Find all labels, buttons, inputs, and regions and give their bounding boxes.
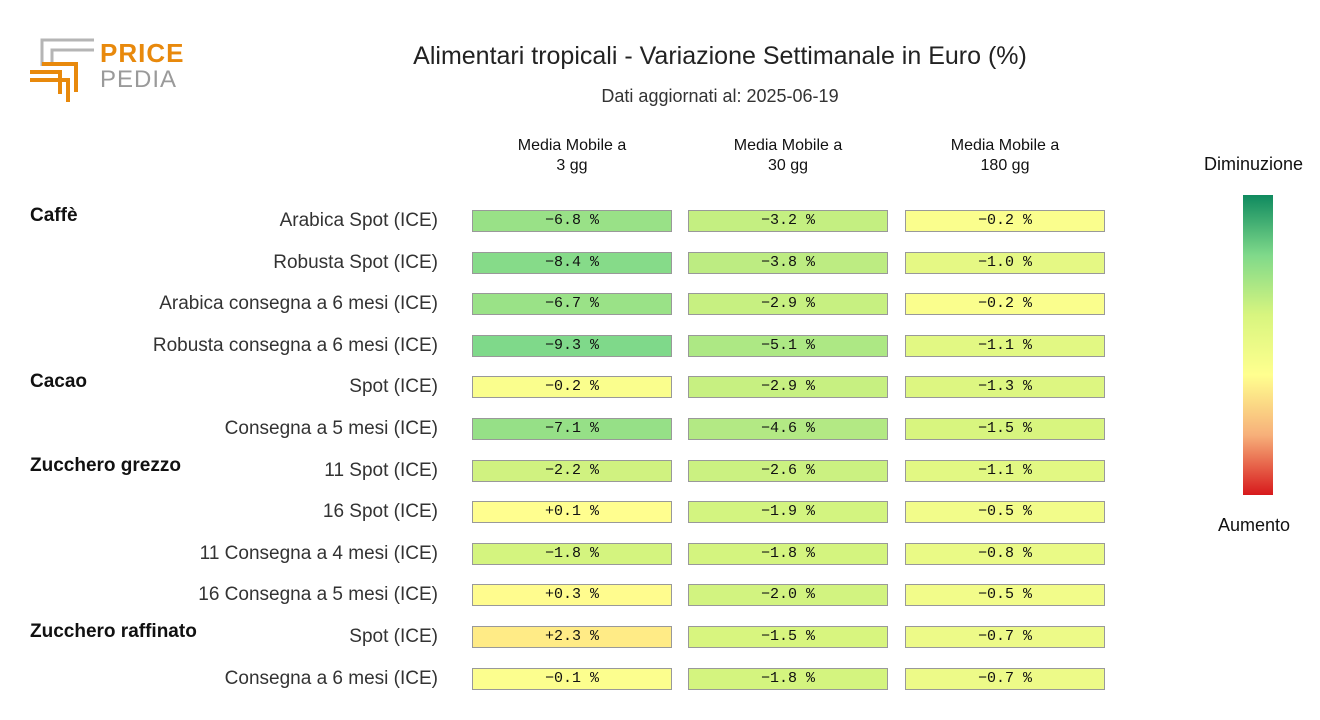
row-label: Spot (ICE) (349, 376, 438, 398)
column-header: Media Mobile a 30 gg (733, 137, 843, 174)
value-cell: −0.5 % (905, 501, 1105, 524)
value-cell: −0.1 % (472, 667, 672, 690)
value-cell: −3.2 % (688, 210, 888, 232)
value-cell: −1.9 % (688, 501, 888, 524)
value-cell: −2.9 % (688, 376, 888, 399)
value-cell: −9.3 % (472, 334, 672, 357)
value-cell: −1.5 % (688, 626, 888, 648)
row-label: Consegna a 6 mesi (ICE) (224, 667, 438, 689)
value-cell: −2.0 % (688, 584, 888, 607)
row-label: Spot (ICE) (349, 626, 438, 647)
value-cell: −1.8 % (688, 542, 888, 565)
group-label: Zucchero raffinato (30, 621, 197, 642)
row-label: Arabica consegna a 6 mesi (ICE) (159, 293, 438, 315)
chart-title: Alimentari tropicali - Variazione Settim… (413, 42, 1027, 70)
logo-text-pedia: PEDIA (100, 66, 178, 93)
value-cell: −7.1 % (472, 418, 672, 440)
value-cell: −1.8 % (472, 542, 672, 565)
group-label: Cacao (30, 371, 88, 393)
value-cell: −0.2 % (905, 210, 1105, 232)
value-cell: −0.5 % (905, 584, 1105, 607)
row-label: Arabica Spot (ICE) (279, 210, 438, 231)
value-cell: −0.7 % (905, 626, 1105, 648)
value-cell: −6.7 % (472, 293, 672, 316)
value-cell: −1.3 % (905, 376, 1105, 399)
value-cell: −1.5 % (905, 418, 1105, 440)
value-cell: −2.2 % (472, 459, 672, 482)
value-cell: −6.8 % (472, 210, 672, 232)
group-label: Caffè (30, 205, 78, 226)
row-label: 16 Consegna a 5 mesi (ICE) (198, 584, 438, 606)
value-cell: −8.4 % (472, 251, 672, 274)
value-cell: −1.1 % (905, 334, 1105, 357)
row-label: Robusta Spot (ICE) (273, 251, 438, 273)
chart-subtitle: Dati aggiornati al: 2025-06-19 (601, 86, 839, 106)
value-cell: −0.8 % (905, 542, 1105, 565)
row-label: Robusta consegna a 6 mesi (ICE) (152, 334, 438, 356)
value-cell: +0.3 % (472, 584, 672, 607)
value-cell: −2.6 % (688, 459, 888, 482)
row-label: Consegna a 5 mesi (ICE) (224, 418, 438, 439)
legend-label-increase: Aumento (1218, 515, 1291, 535)
row-label: 16 Spot (ICE) (322, 501, 438, 523)
value-cell: −5.1 % (688, 334, 888, 357)
group-label: Zucchero grezzo (30, 454, 181, 476)
value-cell: −3.8 % (688, 251, 888, 274)
value-cell: −0.7 % (905, 667, 1105, 690)
value-cell: −1.1 % (905, 459, 1105, 482)
value-cell: −1.8 % (688, 667, 888, 690)
value-cell: −0.2 % (472, 376, 672, 399)
value-cell: +0.1 % (472, 501, 672, 524)
color-scale-legend (1243, 195, 1273, 495)
column-header: Media Mobile a 180 gg (950, 137, 1060, 174)
pricepedia-logo: PRICE PEDIA (28, 36, 188, 112)
row-label: 11 Spot (ICE) (324, 459, 438, 481)
row-label: 11 Consegna a 4 mesi (ICE) (199, 542, 438, 564)
legend-label-decrease: Diminuzione (1204, 154, 1304, 174)
value-cell: +2.3 % (472, 626, 672, 648)
logo-text-price: PRICE (100, 38, 185, 68)
value-cell: −1.0 % (905, 251, 1105, 274)
value-cell: −4.6 % (688, 418, 888, 440)
logo-mark-icon (30, 38, 94, 102)
value-cell: −2.9 % (688, 293, 888, 316)
value-cell: −0.2 % (905, 293, 1105, 316)
